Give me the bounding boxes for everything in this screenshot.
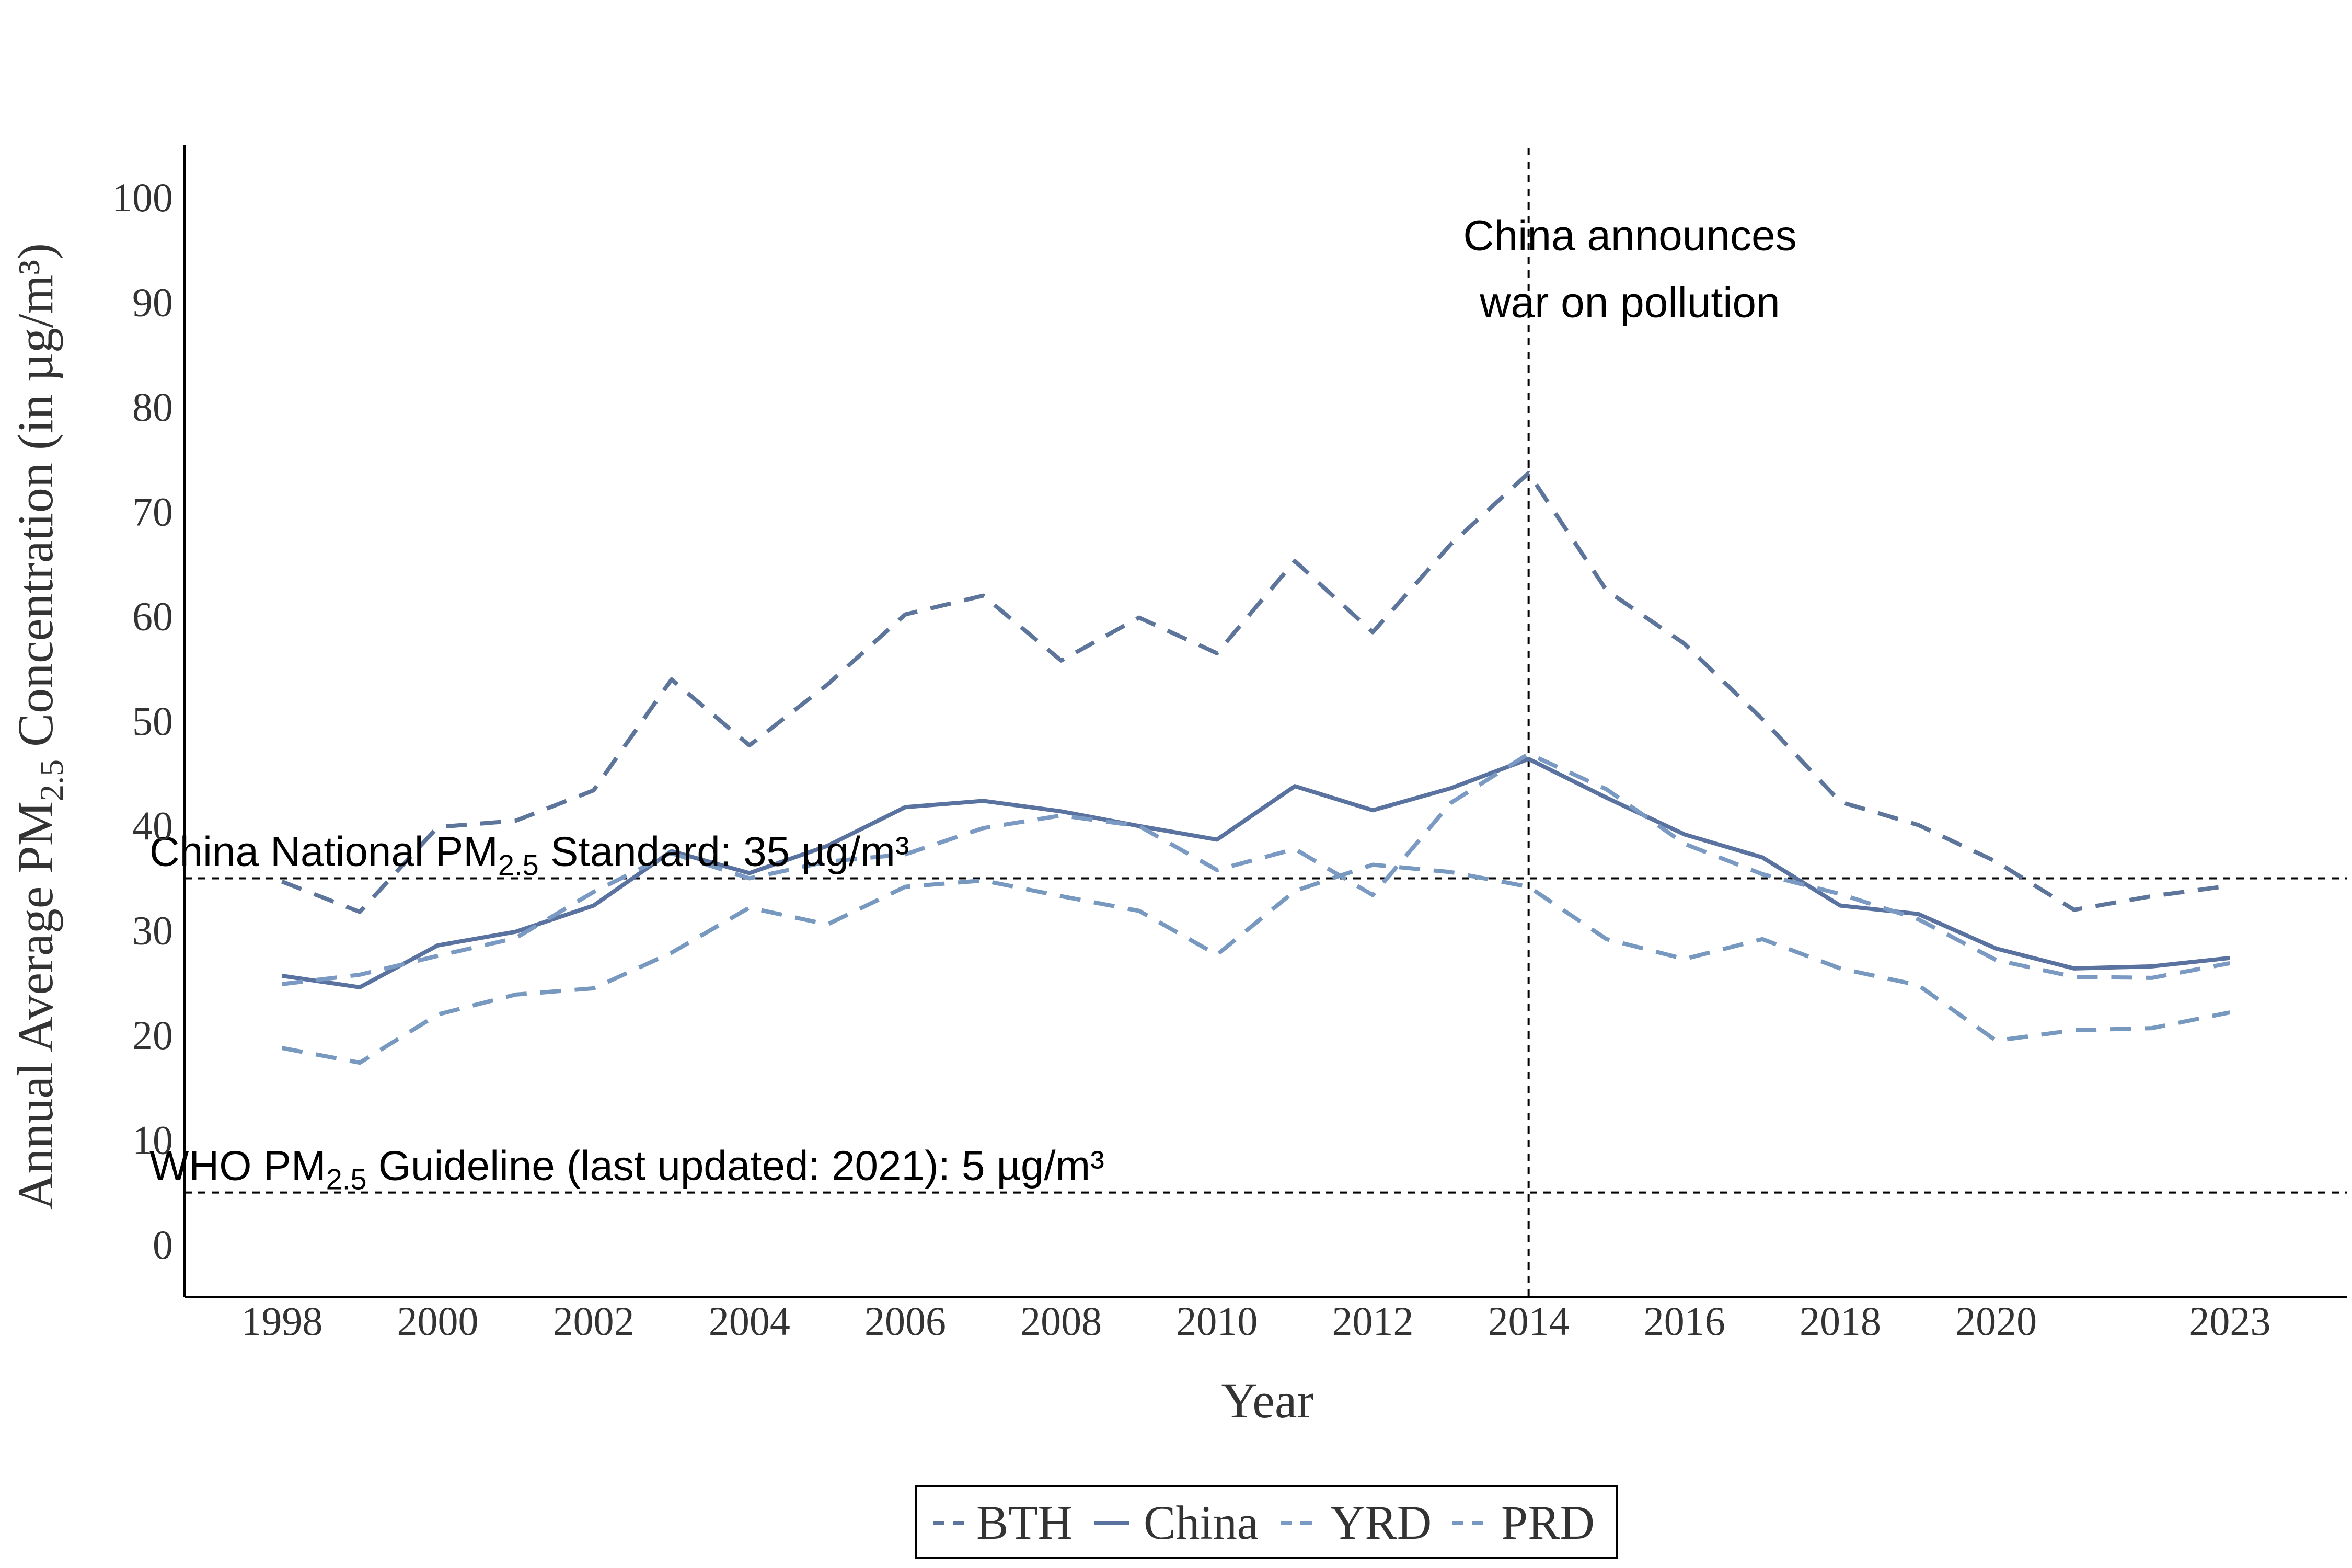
annotation-text: Guideline (last updated: 2021): 5 µg/m³	[367, 1143, 1104, 1189]
x-tick-label: 1998	[241, 1298, 322, 1344]
x-tick-label: 2012	[1332, 1298, 1413, 1344]
x-tick-label: 2020	[1955, 1298, 2037, 1344]
series-line-bth	[281, 471, 2230, 914]
x-tick-label: 2000	[397, 1298, 479, 1344]
annotation-text: WHO PM	[149, 1143, 326, 1189]
x-axis-label: Year	[1221, 1373, 1314, 1428]
x-tick-label: 2002	[553, 1298, 635, 1344]
annotation-text: Standard: 35 µg/m³	[539, 828, 909, 875]
y-axis-label-suffix: Concentration (in µg/m³)	[7, 243, 63, 759]
hline-annotation-label: WHO PM2.5 Guideline (last updated: 2021)…	[149, 1143, 1104, 1196]
legend-label-yrd: YRD	[1330, 1496, 1432, 1549]
hline-annotation-label: China National PM2.5 Standard: 35 µg/m³	[149, 828, 909, 882]
x-tick-label: 2008	[1020, 1298, 1102, 1344]
y-tick-label: 80	[132, 384, 173, 430]
tick-labels: 1998 2000 2002 2004 2006 2008 2010 2012 2014 2016…	[112, 175, 2270, 1344]
series-line-prd	[281, 862, 2231, 1065]
y-tick-label: 40	[132, 803, 173, 848]
x-tick-label: 2004	[709, 1298, 790, 1344]
axes	[183, 145, 2347, 1298]
y-tick-label: 50	[132, 698, 173, 744]
x-tick-label: 2010	[1176, 1298, 1258, 1344]
annotation-subscript: 2.5	[498, 849, 539, 882]
annotations: China National PM2.5 Standard: 35 µg/m³W…	[149, 212, 1797, 1195]
x-tick-label: 2016	[1644, 1298, 1725, 1344]
vline-annotation-label: China announces	[1463, 212, 1796, 259]
x-tick-label: 2014	[1488, 1298, 1570, 1344]
y-tick-label: 60	[132, 594, 173, 639]
y-axis-label: Annual Average PM2.5 Concentration (in µ…	[7, 243, 70, 1210]
x-tick-label: 2018	[1800, 1298, 1881, 1344]
legend: BTH China YRD PRD	[915, 1485, 1618, 1559]
legend-label-china: China	[1144, 1496, 1259, 1549]
y-tick-label: 90	[132, 280, 173, 325]
y-tick-label: 0	[153, 1222, 173, 1267]
y-tick-label: 100	[112, 175, 173, 220]
x-tick-label: 2023	[2189, 1298, 2270, 1344]
x-tick-label: 2006	[864, 1298, 946, 1344]
vline-annotation-label: war on pollution	[1479, 279, 1780, 326]
y-tick-label: 20	[132, 1012, 173, 1058]
y-tick-label: 10	[132, 1117, 173, 1162]
y-axis-label-prefix: Annual Average PM	[7, 801, 63, 1210]
y-tick-label: 70	[132, 489, 173, 534]
legend-label-prd: PRD	[1501, 1496, 1595, 1549]
y-tick-label: 30	[132, 908, 173, 953]
y-axis-label-subscript: 2.5	[33, 759, 70, 801]
legend-label-bth: BTH	[976, 1496, 1073, 1549]
series-line-china	[281, 757, 2230, 989]
series-lines	[281, 471, 2231, 1065]
annotation-subscript: 2.5	[326, 1163, 367, 1196]
legend-box	[915, 1485, 1618, 1559]
reference-lines	[185, 148, 2347, 1297]
annotation-text: China National PM	[149, 828, 498, 875]
